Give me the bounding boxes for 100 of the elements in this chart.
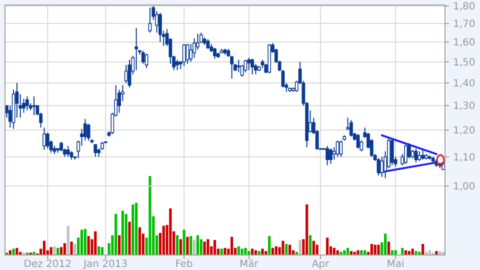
x-tick-label: Mär: [239, 259, 260, 270]
candlestick: [118, 89, 121, 114]
bar: [87, 236, 90, 255]
bar: [356, 250, 360, 255]
bar: [384, 234, 387, 255]
bar: [377, 244, 380, 255]
bar: [169, 208, 172, 255]
candlestick: [407, 142, 411, 159]
candlestick: [176, 59, 179, 71]
bar: [411, 248, 414, 255]
bar: [138, 227, 142, 255]
bar: [121, 210, 124, 255]
candlestick: [213, 47, 216, 60]
bar: [74, 244, 76, 255]
candlestick: [134, 27, 138, 71]
candlestick: [247, 57, 251, 71]
y-tick-label: 1,60: [453, 38, 476, 49]
y-tick-label: 1,20: [453, 126, 476, 137]
candlestick: [46, 132, 50, 150]
candlestick: [32, 96, 36, 116]
x-tick-label: Dez 2012: [24, 259, 72, 270]
bar: [250, 248, 254, 255]
candlestick: [236, 59, 240, 73]
candlestick: [350, 120, 353, 138]
candlestick: [94, 144, 98, 158]
bar: [114, 214, 118, 255]
bar: [370, 244, 373, 255]
y-tick-label: 1,50: [453, 57, 476, 68]
candlestick: [250, 58, 254, 75]
bar: [63, 243, 66, 255]
bar: [224, 248, 226, 255]
bar: [422, 244, 424, 255]
bar: [240, 248, 244, 255]
bar: [306, 204, 308, 255]
bar: [387, 242, 390, 255]
bar: [124, 214, 128, 255]
candlestick: [86, 123, 90, 142]
bar: [414, 251, 418, 255]
bar: [12, 248, 15, 255]
candlestick: [254, 63, 258, 75]
bar: [203, 242, 206, 255]
bar: [268, 236, 271, 255]
bar: [193, 240, 196, 255]
bar: [288, 244, 292, 255]
y-tick-label: 1,70: [453, 19, 476, 30]
candlestick: [326, 145, 330, 166]
y-tick-label: 1,00: [453, 182, 476, 192]
candlestick: [22, 98, 26, 114]
bar: [261, 248, 264, 255]
bar: [32, 252, 36, 255]
bar: [179, 239, 182, 255]
candlestick: [182, 43, 186, 66]
bar: [186, 236, 189, 255]
bar: [326, 238, 329, 255]
bar: [53, 246, 56, 255]
bar: [220, 248, 223, 255]
candlestick: [404, 144, 408, 164]
candlestick: [418, 150, 422, 162]
bar: [84, 228, 86, 255]
candlestick: [124, 64, 128, 84]
candlestick: [390, 138, 394, 166]
bar: [244, 248, 247, 255]
bar: [135, 202, 138, 255]
bar: [132, 204, 134, 255]
bar: [285, 244, 288, 255]
candlestick: [196, 33, 200, 50]
candlestick: [336, 140, 340, 158]
x-tick-label: Mai: [386, 259, 404, 270]
y-tick-label: 1,10: [453, 152, 476, 164]
bar: [213, 240, 216, 255]
bar: [312, 240, 315, 255]
bar: [118, 235, 121, 255]
bar: [394, 250, 397, 255]
bar: [282, 240, 284, 255]
bar: [66, 226, 70, 255]
bar: [298, 240, 302, 255]
bar: [340, 252, 342, 255]
bar: [196, 235, 200, 255]
bar: [162, 226, 165, 255]
y-tick-label: 1,30: [453, 101, 476, 112]
candlestick: [192, 38, 196, 58]
candlestick: [376, 158, 380, 176]
bar: [42, 240, 46, 255]
candlestick: [339, 140, 343, 158]
bar: [435, 251, 438, 255]
x-tick-label: Apr: [312, 259, 330, 270]
candlestick: [141, 50, 145, 64]
bar: [206, 239, 210, 255]
bar: [308, 235, 312, 255]
bar: [374, 244, 376, 255]
candlestick: [144, 53, 148, 69]
x-tick-label: Feb: [175, 259, 193, 270]
bar: [50, 247, 52, 255]
x-tick-label: Jan 2013: [82, 259, 128, 270]
bar: [200, 239, 202, 255]
bar: [316, 244, 318, 255]
bar: [176, 235, 179, 255]
bar: [80, 230, 84, 255]
bar: [230, 236, 234, 255]
bar: [148, 176, 152, 255]
